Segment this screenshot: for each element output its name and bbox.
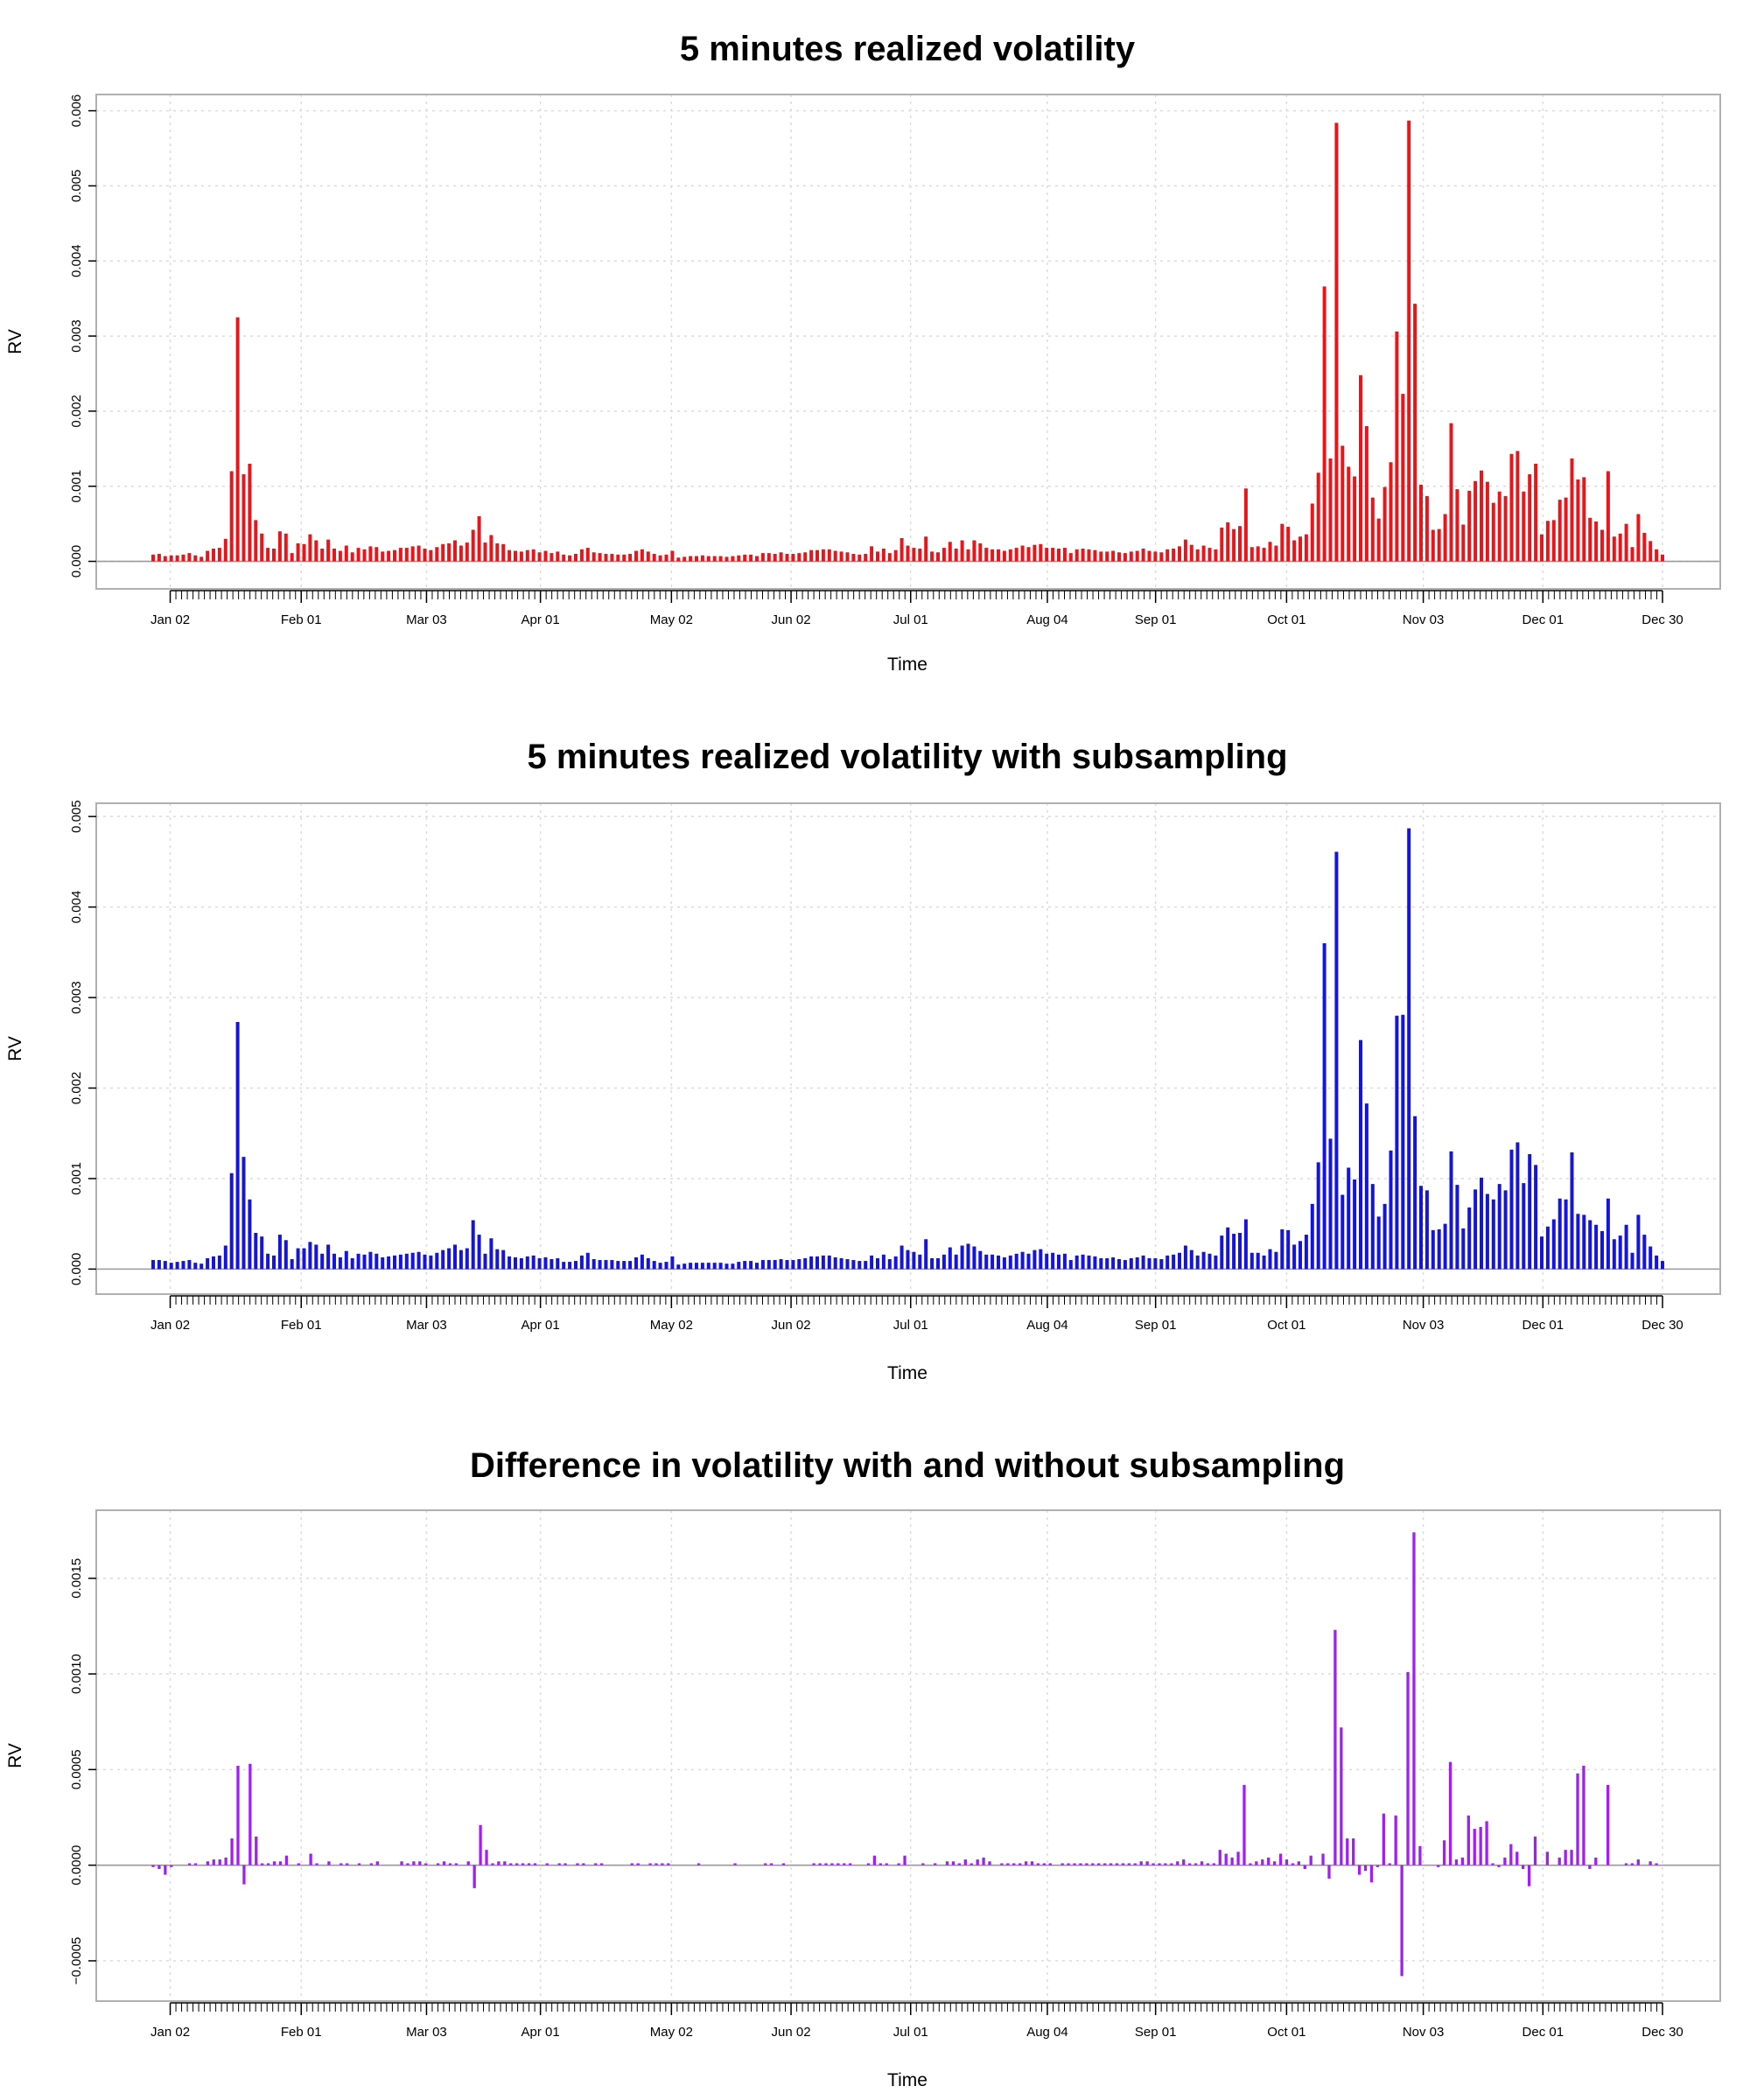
chart-panel-3: −0.0005 0.0000 0.0005 0.0010 0.0015 Jan 02 Feb… <box>5 1446 1721 2090</box>
x-tick-label: Feb 01 <box>281 612 322 627</box>
x-tick-label: Nov 03 <box>1403 2025 1445 2040</box>
plot-frame <box>95 94 1721 590</box>
y-tick-label: 0.000 <box>69 1253 84 1286</box>
x-tick-label: Mar 03 <box>406 2025 447 2040</box>
chart-title: 5 minutes realized volatility with subsa… <box>527 738 1287 776</box>
x-tick-label: Sep 01 <box>1135 1318 1177 1333</box>
x-tick-label: Dec 30 <box>1642 2025 1684 2040</box>
x-tick-label: May 02 <box>650 612 693 627</box>
y-tick-label: 0.001 <box>69 470 84 503</box>
chart-panel-2: 0.000 0.001 0.002 0.003 0.004 0.005 Jan 02 Feb … <box>5 738 1721 1383</box>
x-axis-label: Time <box>887 654 928 675</box>
x-tick-label: Dec 30 <box>1642 612 1684 627</box>
y-tick-label: 0.0010 <box>69 1654 84 1694</box>
x-tick-label: Jun 02 <box>772 2025 811 2040</box>
y-tick-label: 0.002 <box>69 395 84 428</box>
x-tick-label: May 02 <box>650 1318 693 1333</box>
x-tick-label: Aug 04 <box>1026 612 1068 627</box>
chart-title: Difference in volatility with and withou… <box>470 1446 1345 1485</box>
y-tick-label: 0.0015 <box>69 1558 84 1599</box>
x-tick-label: Oct 01 <box>1267 1318 1306 1333</box>
x-tick-label: Mar 03 <box>406 612 447 627</box>
x-tick-label: Jan 02 <box>150 1318 190 1333</box>
x-tick-label: Jan 02 <box>150 2025 190 2040</box>
chart-title: 5 minutes realized volatility <box>680 30 1136 68</box>
y-tick-label: 0.006 <box>69 94 84 128</box>
y-tick-label: 0.000 <box>69 545 84 578</box>
x-tick-label: Sep 01 <box>1135 612 1177 627</box>
plot-frame <box>95 802 1721 1295</box>
x-tick-label: Dec 01 <box>1522 612 1564 627</box>
x-tick-label: May 02 <box>650 2025 693 2040</box>
plot-frame <box>95 1509 1721 2002</box>
y-axis-label: RV <box>5 329 25 354</box>
y-tick-label: 0.002 <box>69 1072 84 1105</box>
x-tick-label: Jun 02 <box>772 1318 811 1333</box>
y-tick-label: 0.004 <box>69 891 84 924</box>
x-tick-label: Jan 02 <box>150 612 190 627</box>
y-tick-label: 0.005 <box>69 170 84 203</box>
x-tick-label: Jul 01 <box>893 2025 928 2040</box>
x-axis-label: Time <box>887 2070 928 2090</box>
x-tick-label: Dec 01 <box>1522 2025 1564 2040</box>
x-tick-label: Jul 01 <box>893 1318 928 1333</box>
chart-panel-1: 0.000 0.001 0.002 0.003 0.004 0.005 0.006 Jan 0… <box>5 30 1721 675</box>
x-tick-label: Nov 03 <box>1403 1318 1445 1333</box>
x-tick-label: Jun 02 <box>772 612 811 627</box>
y-tick-label: 0.003 <box>69 319 84 353</box>
x-tick-label: Apr 01 <box>522 1318 560 1333</box>
y-axis-label: RV <box>5 1743 25 1768</box>
x-tick-label: Sep 01 <box>1135 2025 1177 2040</box>
y-tick-label: −0.0005 <box>69 1937 84 1985</box>
y-tick-label: 0.003 <box>69 981 84 1014</box>
x-tick-label: Jul 01 <box>893 612 928 627</box>
x-tick-label: Nov 03 <box>1403 612 1445 627</box>
x-tick-label: Feb 01 <box>281 2025 322 2040</box>
y-tick-label: 0.0000 <box>69 1845 84 1886</box>
x-axis-label: Time <box>887 1363 928 1383</box>
x-tick-label: Apr 01 <box>522 2025 560 2040</box>
y-axis-label: RV <box>5 1036 25 1061</box>
x-tick-label: Aug 04 <box>1026 2025 1068 2040</box>
y-tick-label: 0.001 <box>69 1162 84 1195</box>
x-tick-label: Apr 01 <box>522 612 560 627</box>
x-tick-label: Oct 01 <box>1267 612 1306 627</box>
x-tick-label: Mar 03 <box>406 1318 447 1333</box>
x-tick-label: Dec 30 <box>1642 1318 1684 1333</box>
x-tick-label: Oct 01 <box>1267 2025 1306 2040</box>
y-tick-label: 0.005 <box>69 800 84 833</box>
x-tick-label: Dec 01 <box>1522 1318 1564 1333</box>
x-tick-label: Feb 01 <box>281 1318 322 1333</box>
x-tick-label: Aug 04 <box>1026 1318 1068 1333</box>
y-tick-label: 0.004 <box>69 244 84 277</box>
y-tick-label: 0.0005 <box>69 1749 84 1789</box>
